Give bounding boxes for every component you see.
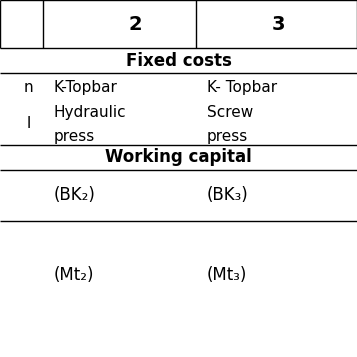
- Text: (BK₃): (BK₃): [207, 186, 249, 205]
- Text: Working capital: Working capital: [105, 148, 252, 166]
- Text: 2: 2: [129, 15, 142, 34]
- Text: l: l: [26, 116, 31, 131]
- Text: Screw: Screw: [207, 105, 253, 120]
- Text: press: press: [207, 129, 248, 144]
- Text: K- Topbar: K- Topbar: [207, 80, 277, 95]
- Text: K-Topbar: K-Topbar: [54, 80, 117, 95]
- Text: (Mt₃): (Mt₃): [207, 266, 247, 284]
- Text: 3: 3: [272, 15, 285, 34]
- Text: Hydraulic: Hydraulic: [54, 105, 126, 120]
- Text: Fixed costs: Fixed costs: [126, 52, 231, 70]
- Text: press: press: [54, 129, 95, 144]
- Text: (BK₂): (BK₂): [54, 186, 95, 205]
- Text: n: n: [24, 80, 33, 95]
- Text: (Mt₂): (Mt₂): [54, 266, 94, 284]
